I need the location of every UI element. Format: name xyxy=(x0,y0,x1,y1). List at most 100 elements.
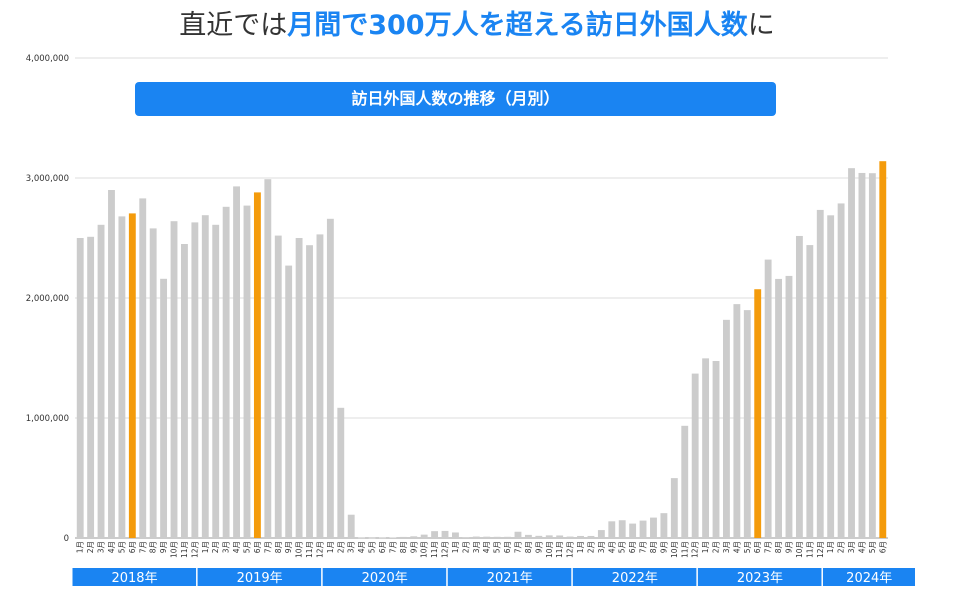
x-tick-label: 7月 xyxy=(388,541,397,553)
x-tick-label: 11月 xyxy=(430,541,439,558)
bar xyxy=(858,172,866,538)
bar xyxy=(868,173,876,538)
bar xyxy=(108,190,115,538)
bar xyxy=(660,513,668,538)
year-band xyxy=(697,568,822,586)
bar xyxy=(76,238,84,538)
x-tick-label: 9月 xyxy=(159,541,168,553)
bar xyxy=(566,536,574,538)
bar xyxy=(139,198,147,538)
x-tick-label: 9月 xyxy=(784,541,793,553)
bar xyxy=(712,361,720,538)
bar xyxy=(681,425,689,538)
bar xyxy=(639,520,647,538)
x-tick-label: 4月 xyxy=(357,541,366,553)
x-tick-label: 2月 xyxy=(712,541,721,553)
bar xyxy=(670,478,678,538)
x-tick-label: 8月 xyxy=(149,541,158,553)
x-tick-label: 7月 xyxy=(513,541,522,553)
bar xyxy=(274,235,282,538)
bar xyxy=(97,224,105,539)
x-tick-label: 11月 xyxy=(555,541,564,558)
x-tick-label: 5月 xyxy=(868,541,877,553)
x-tick-label: 12月 xyxy=(816,541,825,558)
x-tick-label: 12月 xyxy=(566,541,575,558)
x-tick-label: 6月 xyxy=(628,541,637,553)
x-tick-label: 3月 xyxy=(97,541,106,553)
bar xyxy=(410,536,418,538)
bar xyxy=(733,304,741,538)
x-tick-label: 4月 xyxy=(857,541,866,553)
x-tick-label: 9月 xyxy=(284,541,293,553)
bar xyxy=(212,224,220,539)
x-tick-label: 12月 xyxy=(190,541,199,558)
bar xyxy=(222,206,230,539)
x-tick-label: 12月 xyxy=(441,541,450,558)
bar xyxy=(723,319,730,538)
bar xyxy=(472,536,480,538)
bar xyxy=(524,534,532,538)
x-tick-label: 2月 xyxy=(837,541,846,553)
x-tick-label: 10月 xyxy=(295,541,304,558)
x-tick-label: 1月 xyxy=(826,541,835,553)
x-tick-label: 5月 xyxy=(117,541,126,553)
bar xyxy=(764,259,772,538)
bar xyxy=(535,535,543,538)
bar xyxy=(233,186,240,538)
headline: 直近では月間で300万人を超える訪日外国人数に xyxy=(0,6,954,46)
y-tick-label: 3,000,000 xyxy=(26,174,69,184)
headline-post: に xyxy=(747,10,775,41)
x-tick-label: 6月 xyxy=(378,541,387,553)
headline-pre: 直近では xyxy=(179,10,288,41)
year-label: 2023年 xyxy=(737,571,783,586)
bar xyxy=(462,537,470,538)
x-tick-label: 10月 xyxy=(170,541,179,558)
x-tick-label: 1月 xyxy=(701,541,710,553)
x-tick-label: 8月 xyxy=(399,541,408,553)
x-tick-label: 11月 xyxy=(180,541,189,558)
x-tick-label: 8月 xyxy=(649,541,658,553)
bar xyxy=(775,278,782,538)
bar xyxy=(848,168,855,538)
bar xyxy=(399,536,407,538)
highlight-bar xyxy=(879,161,887,538)
bar xyxy=(149,228,157,538)
bar xyxy=(316,234,324,538)
x-tick-label: 7月 xyxy=(639,541,648,553)
year-label: 2021年 xyxy=(487,571,533,586)
x-tick-label: 8月 xyxy=(274,541,283,553)
bar xyxy=(87,236,95,539)
bar xyxy=(285,265,293,538)
highlight-bar xyxy=(754,289,762,538)
bar xyxy=(431,531,439,538)
x-tick-label: 11月 xyxy=(805,541,814,558)
bar xyxy=(504,536,511,538)
x-tick-label: 5月 xyxy=(743,541,752,553)
x-tick-label: 2月 xyxy=(211,541,220,553)
x-tick-label: 3月 xyxy=(472,541,481,553)
x-tick-label: 10月 xyxy=(795,541,804,558)
highlight-bar xyxy=(253,192,261,538)
x-tick-label: 8月 xyxy=(524,541,533,553)
x-tick-label: 1月 xyxy=(576,541,585,553)
x-tick-label: 1月 xyxy=(451,541,460,553)
bar xyxy=(743,310,751,538)
year-label: 2022年 xyxy=(612,571,658,586)
bar xyxy=(806,245,814,538)
bar xyxy=(306,245,313,538)
headline-highlight: 月間で300万人を超える訪日外国人数 xyxy=(287,10,748,41)
bar xyxy=(379,537,386,539)
x-tick-label: 2月 xyxy=(461,541,470,553)
bar xyxy=(650,517,657,538)
bar xyxy=(816,209,824,539)
x-tick-label: 5月 xyxy=(368,541,377,553)
bar xyxy=(483,536,491,538)
x-tick-label: 9月 xyxy=(409,541,418,553)
x-tick-label: 4月 xyxy=(732,541,741,553)
x-tick-label: 4月 xyxy=(482,541,491,553)
x-tick-label: 9月 xyxy=(659,541,668,553)
bar xyxy=(347,514,355,538)
x-tick-label: 7月 xyxy=(138,541,147,553)
x-tick-label: 1月 xyxy=(201,541,210,553)
x-tick-label: 10月 xyxy=(420,541,429,558)
